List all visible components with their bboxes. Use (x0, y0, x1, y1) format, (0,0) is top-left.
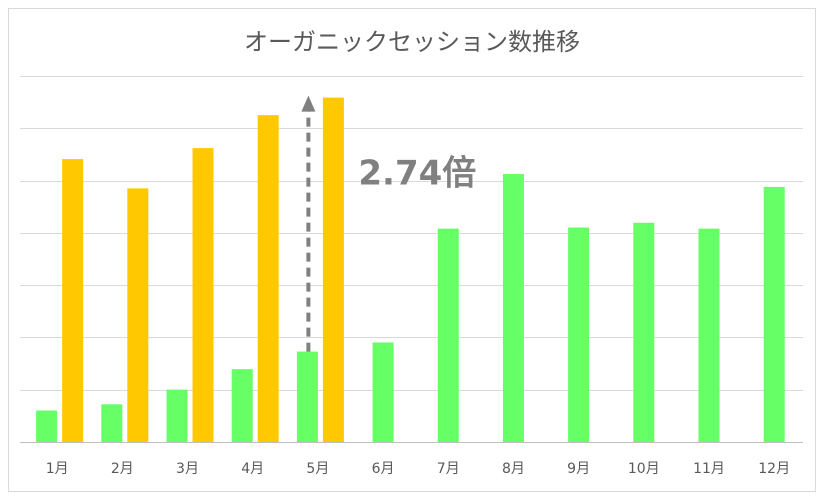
bar-series1-1月 (36, 410, 58, 442)
x-tick-label: 6月 (372, 461, 395, 477)
x-tick-label: 9月 (567, 461, 590, 477)
bar-series1-11月 (698, 228, 720, 442)
x-tick-label: 7月 (437, 461, 460, 477)
annotation-arrow-head (301, 95, 316, 112)
bar-series1-4月 (231, 369, 253, 442)
bar-series1-12月 (763, 186, 785, 442)
bar-series1-7月 (437, 228, 459, 442)
bar-series1-10月 (633, 222, 655, 442)
bar-series2-4月 (257, 115, 279, 443)
gridlines (20, 76, 803, 443)
x-tick-label: 11月 (693, 461, 725, 477)
x-tick-label: 10月 (628, 461, 660, 477)
x-tick-label: 3月 (176, 461, 199, 477)
x-tick-label: 5月 (306, 461, 329, 477)
x-tick-label: 1月 (46, 461, 69, 477)
bar-series2-1月 (62, 159, 84, 442)
bar-series1-3月 (166, 389, 188, 442)
x-tick-label: 2月 (111, 461, 134, 477)
bar-series1-9月 (568, 227, 590, 442)
chart-title: オーガニックセッション数推移 (244, 28, 580, 56)
x-tick-label: 4月 (241, 461, 264, 477)
bar-series2-5月 (322, 97, 344, 443)
x-tick-label: 12月 (758, 461, 790, 477)
x-tick-labels: 1月 2月 3月 4月 5月 6月 7月 8月 9月 10月 11月 12月 (46, 461, 790, 477)
bars (36, 97, 785, 443)
bar-series1-8月 (502, 174, 524, 442)
x-tick-label: 8月 (502, 461, 525, 477)
annotation-label: 2.74倍 (358, 154, 476, 194)
bar-series1-5月 (296, 351, 318, 442)
bar-series2-2月 (127, 188, 149, 442)
bar-series2-3月 (192, 148, 214, 443)
bar-series1-2月 (101, 404, 123, 442)
bar-series1-6月 (372, 342, 394, 442)
growth-annotation: 2.74倍 (301, 95, 476, 352)
